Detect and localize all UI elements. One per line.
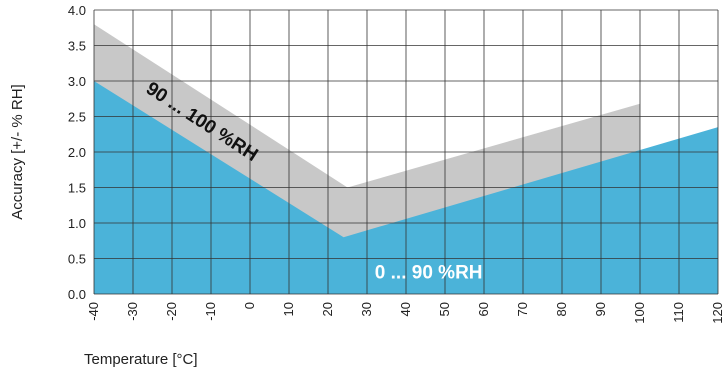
grid-layer (93, 9, 719, 295)
y-tick-label: 2.5 (68, 110, 86, 125)
x-tick-label: 20 (320, 302, 335, 316)
y-tick-label: 3.0 (68, 74, 86, 89)
x-tick-label: 70 (515, 302, 530, 316)
y-axis-title: Accuracy [+/- % RH] (9, 84, 26, 219)
y-tick-label: 1.5 (68, 181, 86, 196)
x-tick-label: 120 (710, 302, 723, 324)
x-tick-label: -40 (86, 302, 101, 321)
x-tick-label: 100 (632, 302, 647, 324)
x-tick-label: -30 (125, 302, 140, 321)
x-tick-label: -10 (203, 302, 218, 321)
tick-layer: 0.0 0.5 1.0 1.5 2.0 2.5 3.0 3.5 4.0 -40 -30 -20 -10 0… (68, 3, 723, 324)
x-tick-label: 80 (554, 302, 569, 316)
x-tick-label: 60 (476, 302, 491, 316)
x-tick-label: 30 (359, 302, 374, 316)
band-label-0-90: 0 ... 90 %RH (375, 262, 483, 283)
x-tick-label: 0 (242, 302, 257, 309)
x-tick-label: 50 (437, 302, 452, 316)
x-axis-title: Temperature [°C] (84, 351, 198, 368)
y-tick-label: 0.0 (68, 287, 86, 302)
y-tick-label: 4.0 (68, 3, 86, 18)
x-tick-label: 110 (671, 302, 686, 323)
y-tick-label: 2.0 (68, 145, 86, 160)
y-tick-label: 1.0 (68, 216, 86, 231)
x-tick-label: -20 (164, 302, 179, 321)
x-tick-label: 10 (281, 302, 296, 316)
y-tick-label: 3.5 (68, 39, 86, 54)
y-tick-label: 0.5 (68, 252, 86, 267)
x-tick-label: 90 (593, 302, 608, 316)
x-tick-label: 40 (398, 302, 413, 316)
